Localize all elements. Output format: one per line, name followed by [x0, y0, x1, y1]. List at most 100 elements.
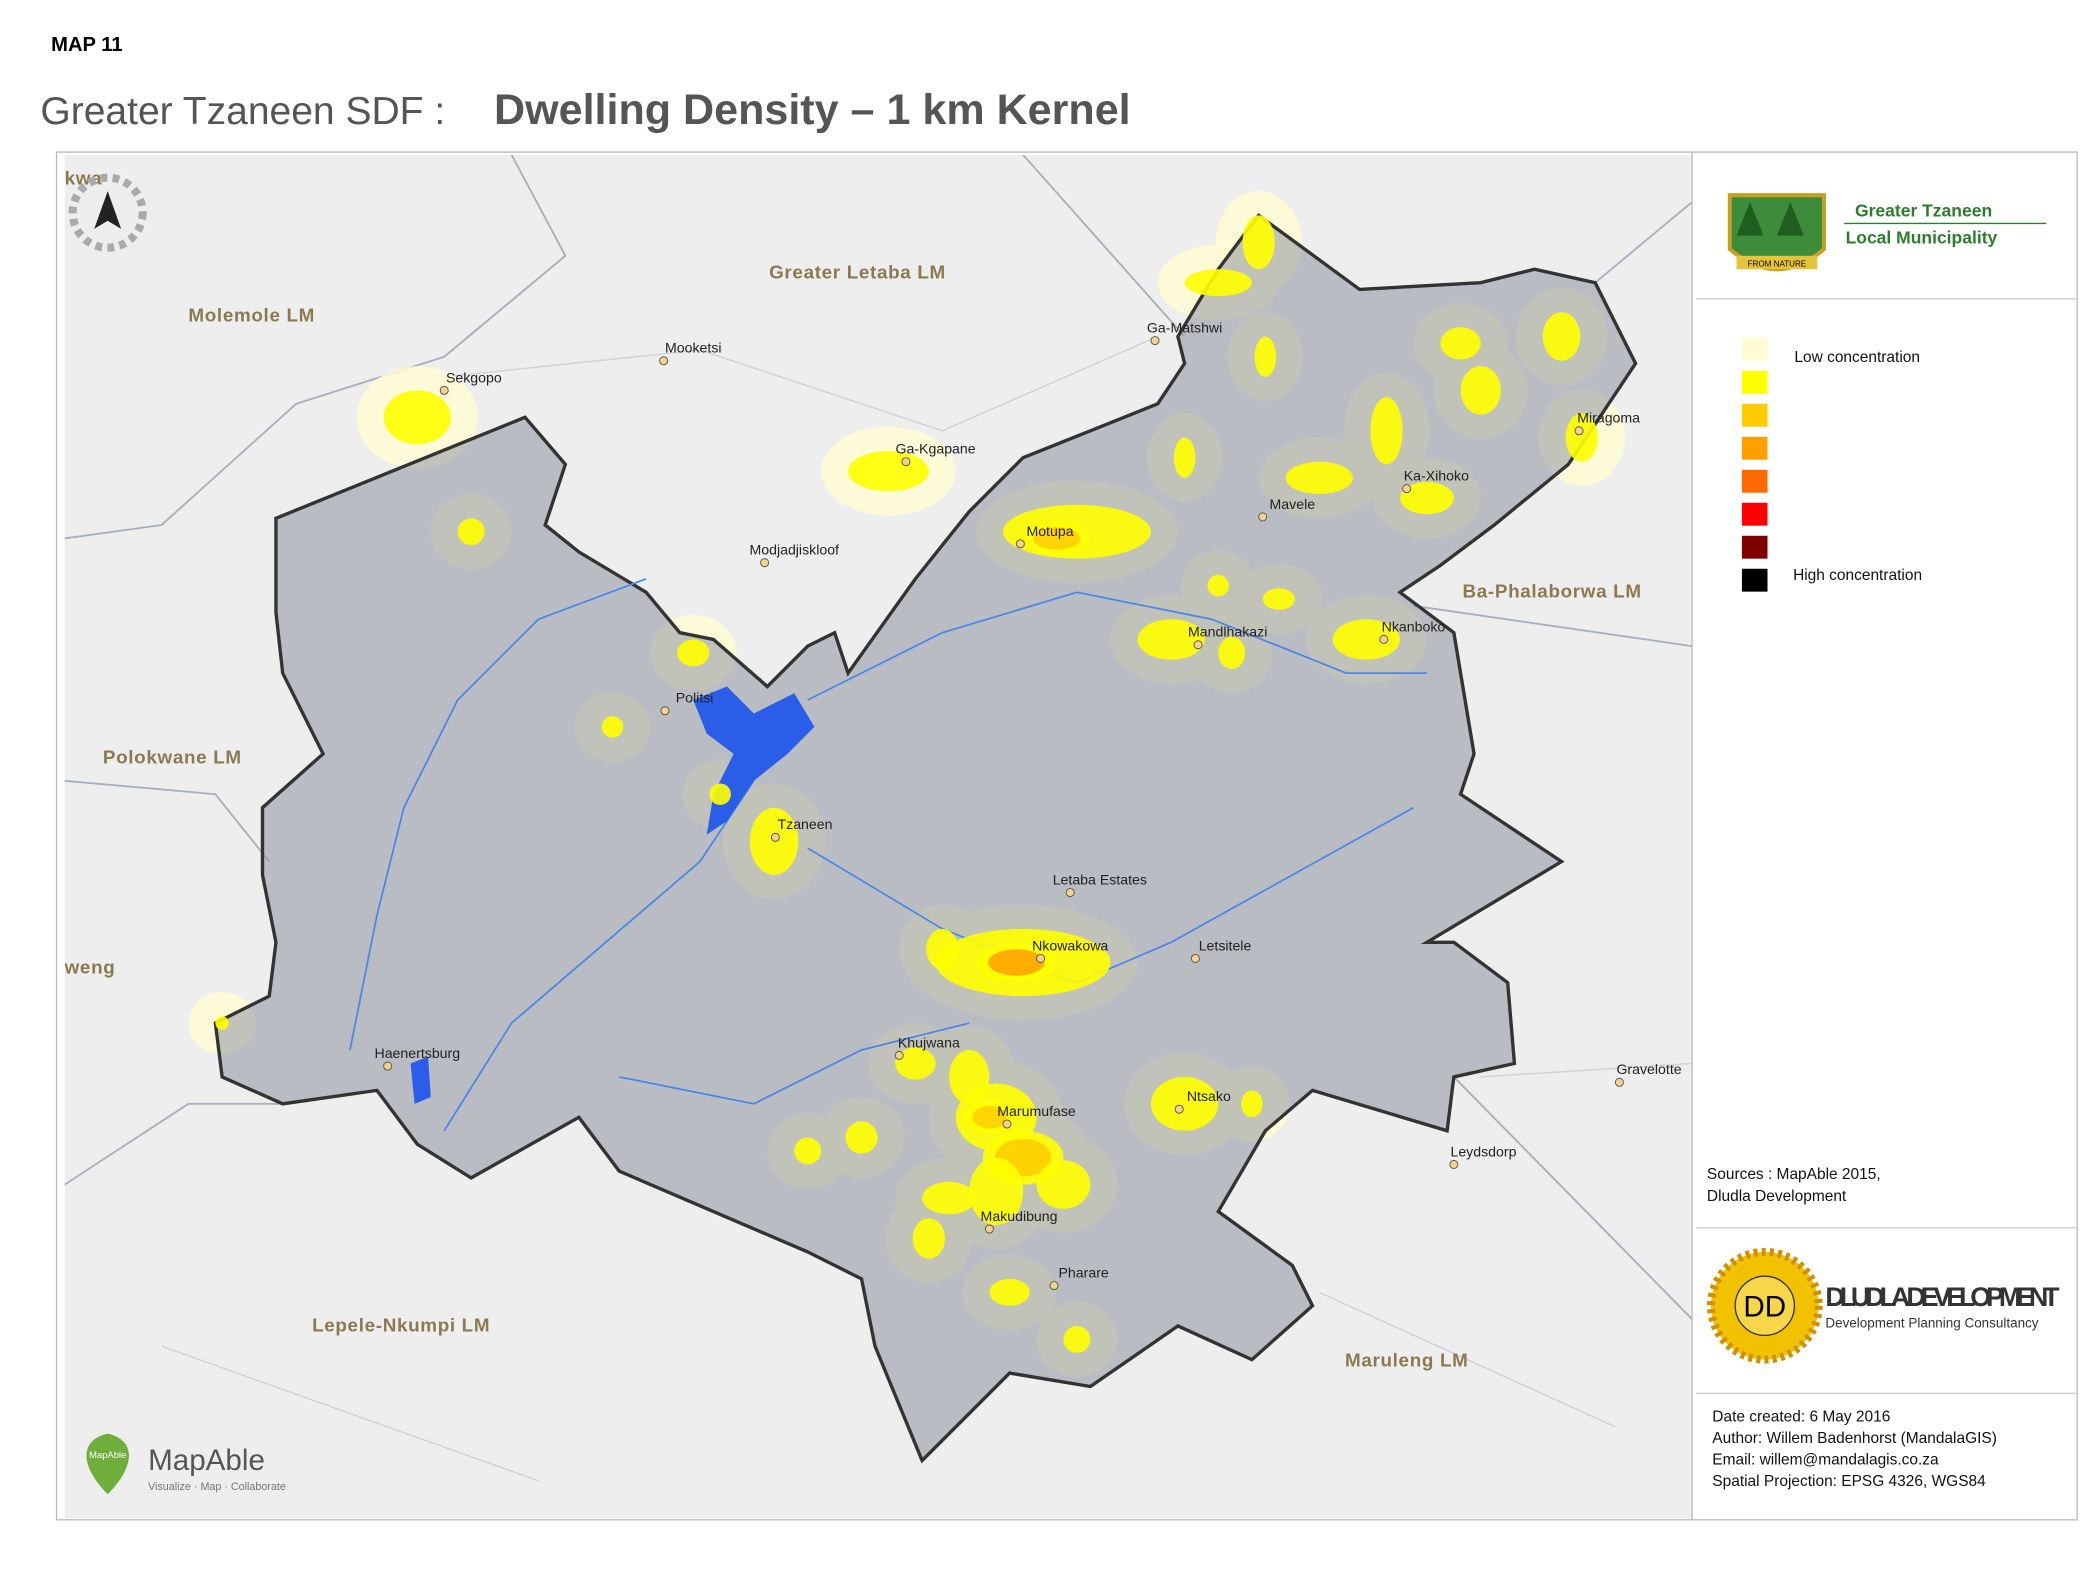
town-marker — [1574, 426, 1584, 436]
river — [807, 806, 1414, 984]
density-core — [1173, 437, 1196, 478]
legend-swatch — [1741, 337, 1768, 361]
metadata-line: Spatial Projection: EPSG 4326, WGS84 — [1712, 1473, 1986, 1490]
map-labels: Ga-Matshwi Mooketsi Sekgopo Ga-Kgapane Modja… — [65, 167, 1682, 1370]
density-core — [215, 1016, 229, 1030]
town-label: Modjadjiskloof — [749, 542, 839, 558]
legend-swatch — [1741, 502, 1768, 526]
lm-boundary — [64, 779, 270, 863]
town-marker — [1002, 1119, 1012, 1129]
town-label: Marumufase — [997, 1103, 1076, 1119]
motto-scroll — [1736, 255, 1818, 270]
town-label: Politsi — [676, 690, 714, 706]
density-core — [912, 1218, 945, 1259]
town-marker — [760, 558, 770, 568]
town-marker — [984, 1224, 994, 1234]
density-core — [1262, 588, 1295, 610]
density-core — [1218, 636, 1246, 670]
density-core — [1542, 312, 1581, 361]
town-marker — [1258, 512, 1268, 522]
town-marker — [660, 706, 670, 716]
town-label: Letsitele — [1199, 937, 1252, 953]
density-core — [1063, 1325, 1091, 1353]
municipality-logo: FROM NATURE Greater Tzaneen Local Munici… — [1727, 193, 2047, 272]
density-core — [709, 783, 731, 805]
legend-swatch — [1741, 535, 1768, 559]
metadata-line: Email: willem@mandalagis.co.za — [1712, 1452, 1939, 1469]
consultant-name: DLUDLA DEVELOPMENT — [1825, 1282, 2060, 1312]
density-core — [1285, 461, 1353, 495]
town-marker — [439, 385, 449, 395]
town-label: Makudibung — [981, 1208, 1058, 1224]
town-marker — [1190, 953, 1200, 963]
density-core — [989, 1278, 1030, 1306]
density-core — [1440, 327, 1481, 360]
town-marker — [894, 1050, 904, 1060]
legend-swatch — [1741, 370, 1768, 394]
town-label: Khujwana — [898, 1034, 960, 1050]
mapable-tagline: Visualize · Map · Collaborate — [148, 1481, 286, 1493]
town-label: Nkowakowa — [1032, 937, 1108, 953]
metadata-line: Author: Willem Badenhorst (MandalaGIS) — [1712, 1430, 1997, 1447]
town-label: Mavele — [1270, 496, 1316, 512]
river — [807, 591, 1427, 701]
lm-boundary — [1413, 604, 1693, 648]
town-label: Pharare — [1059, 1265, 1109, 1281]
road — [444, 335, 1158, 432]
region-label: Maruleng LM — [1345, 1349, 1469, 1370]
legend-swatch — [1741, 436, 1768, 460]
density-core — [1207, 574, 1230, 597]
town-label: Ntsako — [1187, 1088, 1231, 1104]
density-core — [988, 949, 1045, 976]
density-core — [383, 390, 451, 445]
town-label: Ga-Matshwi — [1147, 320, 1222, 336]
town-marker — [1150, 336, 1160, 346]
density-core — [1565, 413, 1598, 462]
density-core — [1400, 481, 1454, 515]
town-label: Ka-Xihoko — [1404, 468, 1469, 484]
consultant-tagline: Development Planning Consultancy — [1825, 1315, 2038, 1330]
density-core — [1460, 366, 1501, 415]
mapable-name: MapAble — [148, 1444, 265, 1477]
sun-center — [1734, 1275, 1796, 1337]
density-core — [1254, 336, 1277, 377]
mapable-logo: MapAble MapAble Visualize · Map · Collab… — [86, 1433, 286, 1495]
legend-swatch — [1741, 469, 1768, 493]
density-core — [1150, 1076, 1219, 1131]
region-label: Ba-Phalaborwa LM — [1463, 581, 1642, 602]
roads — [161, 335, 1693, 1482]
boundaries — [64, 154, 1693, 1320]
density-cores — [215, 215, 1598, 1353]
density-core — [677, 639, 710, 667]
metadata-line: Date created: 6 May 2016 — [1712, 1409, 1890, 1426]
region-label: Lepele-Nkumpi LM — [312, 1314, 490, 1335]
town-marker — [1174, 1104, 1184, 1114]
town-marker — [1015, 539, 1025, 549]
density-core — [1036, 1160, 1091, 1209]
density-core — [922, 1181, 976, 1215]
sidebar: FROM NATURE Greater Tzaneen Local Munici… — [1691, 152, 2078, 1520]
legend-high: High concentration — [1793, 567, 1922, 584]
lm-boundary — [1453, 1076, 1693, 1320]
town-label: Ga-Kgapane — [896, 441, 976, 457]
density-core — [1184, 269, 1252, 297]
mapable-badge: MapAble — [89, 1449, 126, 1460]
density-core — [1241, 1090, 1263, 1118]
town-label: Letaba Estates — [1053, 871, 1147, 887]
title-prefix: Greater Tzaneen SDF : — [40, 90, 445, 133]
legend-swatch — [1741, 568, 1768, 592]
logo-line2: Local Municipality — [1846, 228, 1998, 248]
density-core — [895, 1047, 936, 1080]
consultant-logo: DD DLUDLA DEVELOPMENT Development Planni… — [1706, 1247, 2060, 1364]
town-marker — [1065, 887, 1075, 898]
dam — [410, 1056, 431, 1104]
road — [1318, 1291, 1616, 1428]
town-label: Haenertsburg — [375, 1045, 461, 1061]
legend: Low concentration High concentration — [1741, 337, 1922, 592]
density-core — [1370, 397, 1403, 465]
density-core — [457, 518, 485, 546]
town-label: Mandlhakazi — [1188, 624, 1267, 640]
density-core — [845, 1121, 878, 1154]
